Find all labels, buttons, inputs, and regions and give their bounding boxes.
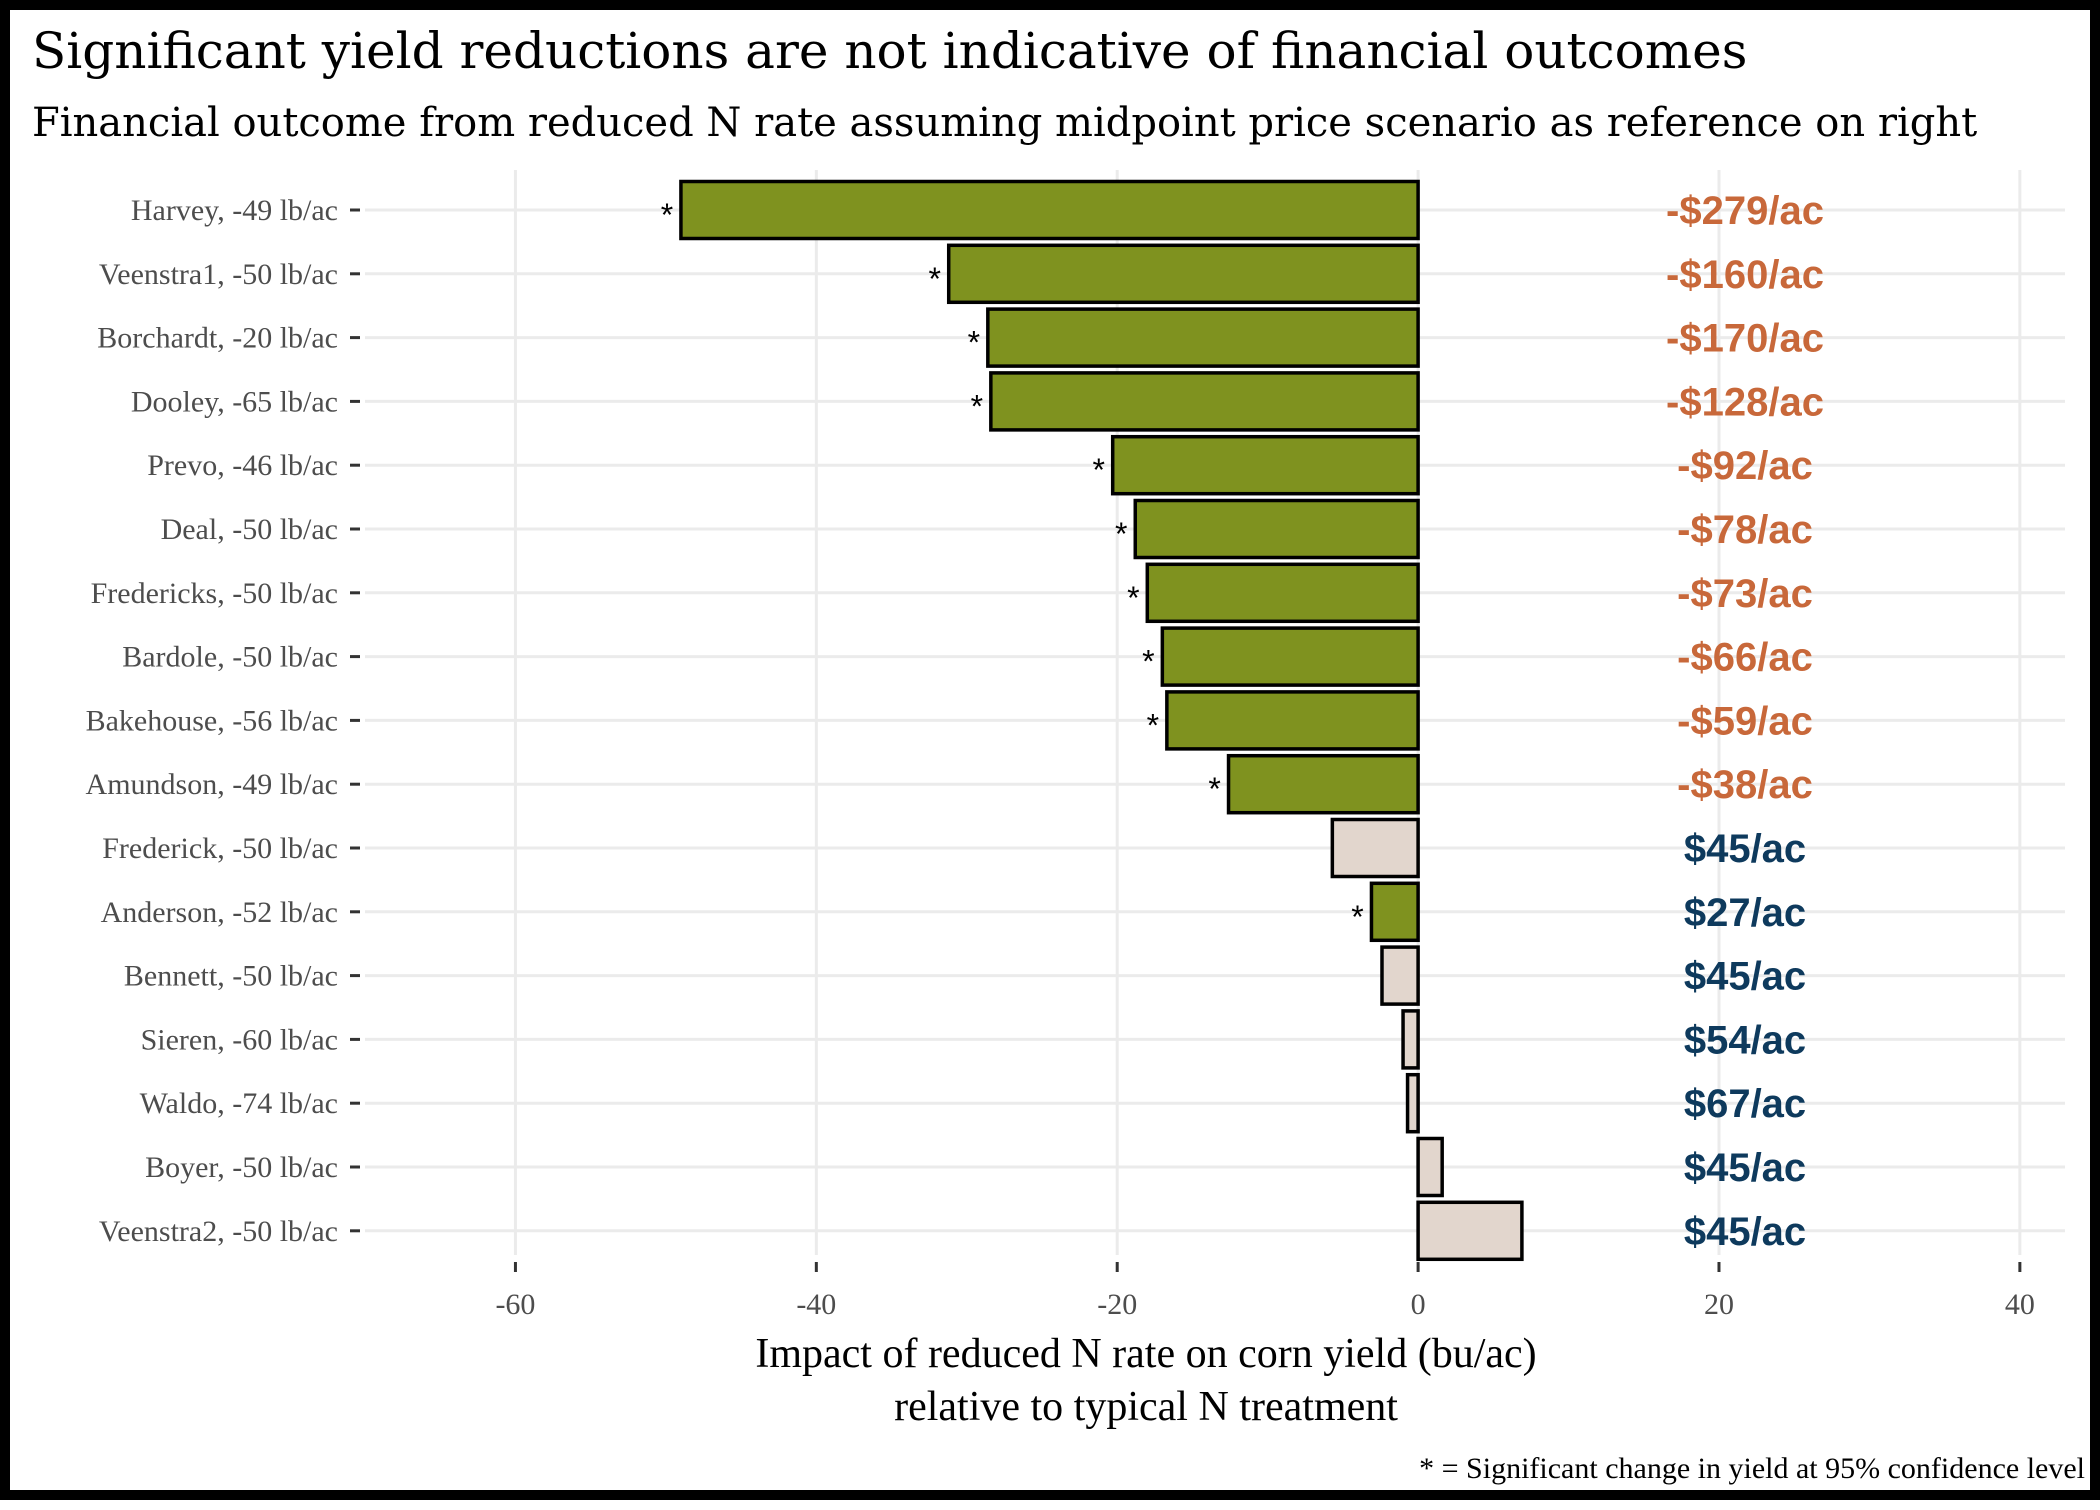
- bar: [946, 243, 1420, 305]
- bar: [1330, 817, 1420, 879]
- bar: [1226, 753, 1420, 815]
- chart-subtitle: Financial outcome from reduced N rate as…: [32, 100, 1977, 146]
- x-tick-label: 20: [1704, 1288, 1734, 1321]
- bar: [989, 371, 1420, 432]
- bar: [986, 307, 1420, 368]
- bar: [679, 179, 1420, 241]
- bar: [1380, 945, 1420, 1006]
- bars: ***********: [661, 179, 1524, 1262]
- financial-labels: -$279/ac -$160/ac -$170/ac -$128/ac -$92/ac -…: [1666, 189, 1824, 1254]
- category-label: Frederick, -50 lb/ac: [102, 832, 338, 865]
- bar-chart: Significant yield reductions are not ind…: [32, 22, 2085, 1485]
- financial-outcome-label: -$92/ac: [1677, 444, 1813, 488]
- category-label: Bakehouse, -56 lb/ac: [86, 704, 338, 737]
- category-label: Waldo, -74 lb/ac: [140, 1087, 338, 1120]
- financial-outcome-label: $67/ac: [1684, 1082, 1806, 1126]
- significance-star: *: [1208, 771, 1220, 807]
- bar: [1416, 1200, 1524, 1262]
- category-label: Prevo, -46 lb/ac: [147, 449, 338, 482]
- significance-star: *: [971, 388, 983, 424]
- x-axis-ticks: -60 -40 -20 0 20 40: [495, 1262, 2035, 1321]
- bar: [1416, 1136, 1444, 1198]
- financial-outcome-label: -$59/ac: [1677, 699, 1813, 743]
- category-label: Bardole, -50 lb/ac: [122, 641, 338, 674]
- significance-star: *: [1351, 899, 1363, 935]
- x-tick-label: 0: [1411, 1288, 1426, 1321]
- bar: [1160, 626, 1420, 687]
- category-label: Deal, -50 lb/ac: [161, 513, 338, 546]
- bar: [1405, 1072, 1420, 1134]
- chart-title: Significant yield reductions are not ind…: [32, 22, 1747, 80]
- financial-outcome-label: $54/ac: [1684, 1018, 1806, 1062]
- significance-caption: * = Significant change in yield at 95% c…: [1419, 1452, 2085, 1485]
- financial-outcome-label: -$160/ac: [1666, 253, 1824, 297]
- significance-star: *: [1142, 644, 1154, 680]
- significance-star: *: [1127, 580, 1139, 616]
- x-tick-label: -60: [495, 1288, 535, 1321]
- category-label: Bennett, -50 lb/ac: [124, 960, 338, 993]
- category-label: Boyer, -50 lb/ac: [145, 1151, 338, 1184]
- category-labels: Harvey, -49 lb/ac Veenstra1, -50 lb/ac Bor…: [86, 194, 360, 1248]
- category-label: Fredericks, -50 lb/ac: [91, 577, 338, 610]
- significance-star: *: [1147, 707, 1159, 743]
- category-label: Veenstra1, -50 lb/ac: [99, 258, 338, 291]
- significance-star: *: [661, 197, 673, 233]
- category-label: Dooley, -65 lb/ac: [131, 385, 338, 418]
- category-label: Veenstra2, -50 lb/ac: [99, 1215, 338, 1248]
- financial-outcome-label: -$66/ac: [1677, 636, 1813, 680]
- bar: [1401, 1009, 1420, 1070]
- financial-outcome-label: $45/ac: [1684, 827, 1806, 871]
- bar: [1369, 881, 1420, 943]
- financial-outcome-label: -$78/ac: [1677, 508, 1813, 552]
- significance-star: *: [1092, 452, 1104, 488]
- bar: [1165, 690, 1420, 751]
- financial-outcome-label: $45/ac: [1684, 1146, 1806, 1190]
- category-label: Amundson, -49 lb/ac: [86, 768, 338, 801]
- bar: [1110, 434, 1420, 496]
- significance-star: *: [968, 325, 980, 361]
- significance-star: *: [928, 261, 940, 297]
- financial-outcome-label: $45/ac: [1684, 955, 1806, 999]
- category-label: Borchardt, -20 lb/ac: [97, 322, 338, 355]
- financial-outcome-label: $27/ac: [1684, 891, 1806, 935]
- financial-outcome-label: -$279/ac: [1666, 189, 1824, 233]
- bar: [1133, 498, 1420, 560]
- financial-outcome-label: -$73/ac: [1677, 572, 1813, 616]
- financial-outcome-label: -$128/ac: [1666, 380, 1824, 424]
- x-tick-label: 40: [2005, 1288, 2035, 1321]
- significance-star: *: [1115, 516, 1127, 552]
- financial-outcome-label: $45/ac: [1684, 1210, 1806, 1254]
- financial-outcome-label: -$38/ac: [1677, 763, 1813, 807]
- category-label: Anderson, -52 lb/ac: [101, 896, 338, 929]
- category-label: Harvey, -49 lb/ac: [131, 194, 338, 227]
- x-tick-label: -40: [796, 1288, 836, 1321]
- x-axis-title-line1: Impact of reduced N rate on corn yield (…: [755, 1331, 1536, 1377]
- bar: [1145, 562, 1420, 624]
- x-axis-title-line2: relative to typical N treatment: [894, 1384, 1398, 1430]
- category-label: Sieren, -60 lb/ac: [141, 1023, 338, 1056]
- x-tick-label: -20: [1097, 1288, 1137, 1321]
- financial-outcome-label: -$170/ac: [1666, 317, 1824, 361]
